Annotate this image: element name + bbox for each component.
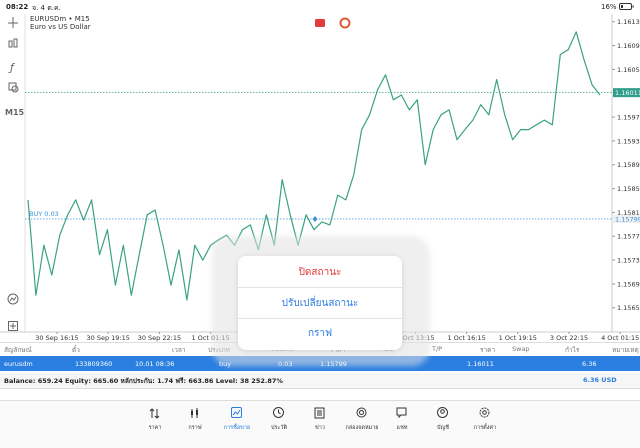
y-tick-label: 1.15970 <box>617 114 640 122</box>
trade-button[interactable] <box>315 19 325 27</box>
battery-level: 16% <box>601 3 617 11</box>
tab-icon[interactable] <box>437 407 449 419</box>
current-price-tag <box>613 88 640 98</box>
tab-icon[interactable] <box>273 407 285 419</box>
price-line <box>27 31 601 301</box>
column-header: เวลา <box>172 346 186 354</box>
tab-icon[interactable] <box>231 407 243 419</box>
popup-menu <box>238 256 402 350</box>
column-header: หมายเหตุ <box>612 346 639 354</box>
tab-icon[interactable] <box>396 407 408 419</box>
y-tick-label: 1.15650 <box>617 304 640 312</box>
close-position[interactable]: ปิดสถานะ <box>298 267 342 278</box>
column-header: ราคา <box>480 346 496 354</box>
summary-row <box>0 373 640 389</box>
buy-label: BUY 0.03 <box>29 210 59 218</box>
y-tick-label: 1.15930 <box>617 137 640 145</box>
account-summary: Balance: 659.24 Equity: 665.60 หลักประกั… <box>4 377 283 385</box>
column-header: กำไร <box>565 346 580 354</box>
cell: eurusdm <box>4 360 33 368</box>
x-tick-label: 3 Oct 22:15 <box>550 334 588 342</box>
x-tick-label: 1 Oct 01:15 <box>191 334 229 342</box>
entry-marker <box>312 215 318 222</box>
x-tick-label: 30 Sep 16:15 <box>35 334 78 342</box>
column-header: T/P <box>432 345 443 353</box>
date: จ. 4 ต.ค. <box>32 4 61 12</box>
x-tick-label: 1 Oct 16:15 <box>447 334 485 342</box>
tab-label[interactable]: การซื้อขาย <box>223 425 251 431</box>
modify-position[interactable]: ปรับเปลี่ยนสถานะ <box>281 298 359 309</box>
y-tick-label: 1.15810 <box>617 209 640 217</box>
column-header: Swap <box>512 345 530 353</box>
crosshair-tool[interactable] <box>8 17 18 28</box>
y-tick-label: 1.15730 <box>617 257 640 265</box>
x-tick-label: 30 Sep 19:15 <box>87 334 130 342</box>
tab-icon[interactable] <box>189 407 201 419</box>
y-tick-label: 1.15690 <box>617 280 640 288</box>
cell: 1.16011 <box>467 360 494 368</box>
timeframe[interactable]: M15 <box>5 108 25 117</box>
objects-tool[interactable] <box>8 82 19 93</box>
tab-label[interactable]: แชท <box>396 425 408 431</box>
cell: 133809360 <box>75 360 113 368</box>
column-header: สัญลักษณ์ <box>4 346 32 354</box>
x-tick-label: 30 Sep 22:15 <box>138 334 181 342</box>
y-tick-label: 1.15770 <box>617 233 640 241</box>
symbol-title: EURUSDm • M15 <box>30 15 90 23</box>
cell: 6.36 <box>582 360 597 368</box>
separator <box>238 287 402 288</box>
column-header: ตั๋ว <box>72 346 80 354</box>
y-tick-label: 1.15850 <box>617 185 640 193</box>
tab-icon[interactable] <box>479 407 491 419</box>
y-tick-label: 1.16130 <box>617 18 640 26</box>
function-tool[interactable]: ƒ <box>8 61 16 74</box>
tab-label[interactable]: กราฟ <box>188 425 202 431</box>
battery-icon <box>619 3 634 10</box>
chart: ƒ M15 EURUSDm • M15 Euro vs US Dollar 1.… <box>0 14 640 342</box>
tab-label[interactable]: บัญชี <box>437 425 449 431</box>
y-tick-label: 1.16090 <box>617 42 640 50</box>
zoom-tool[interactable] <box>7 293 19 305</box>
buy-price-label: 1.15799 <box>615 215 640 223</box>
tab-icon[interactable] <box>356 407 368 419</box>
y-tick-label: 1.16050 <box>617 66 640 74</box>
open-chart[interactable]: กราฟ <box>307 328 333 339</box>
clock: 08:22 <box>6 3 29 11</box>
current-price-label: 1.16011 <box>615 89 640 97</box>
tab-label[interactable]: ข่าว <box>315 425 325 431</box>
status-bar: 08:22 จ. 4 ต.ค. 16% <box>0 0 640 14</box>
cell: 10.01 08:36 <box>135 360 175 368</box>
one-click-button[interactable] <box>339 17 351 29</box>
tab-label[interactable]: ประวัติ <box>270 425 288 431</box>
y-tick-label: 1.15890 <box>617 161 640 169</box>
total-profit: 6.36 USD <box>583 376 617 384</box>
add-tool[interactable] <box>8 321 18 331</box>
tab-icon[interactable] <box>314 407 326 419</box>
indicator-tool[interactable] <box>8 38 18 48</box>
buy-price-tag <box>613 214 640 223</box>
separator <box>238 318 402 319</box>
tab-icon[interactable] <box>149 407 161 419</box>
tab-label[interactable]: ราคา <box>148 425 162 431</box>
tab-label[interactable]: การตั้งค่า <box>473 425 497 431</box>
symbol-description: Euro vs US Dollar <box>30 23 91 31</box>
tab-label[interactable]: กล่องจดหมาย <box>345 425 379 431</box>
x-tick-label: 1 Oct 19:15 <box>499 334 537 342</box>
x-tick-label: 4 Oct 01:15 <box>601 334 639 342</box>
